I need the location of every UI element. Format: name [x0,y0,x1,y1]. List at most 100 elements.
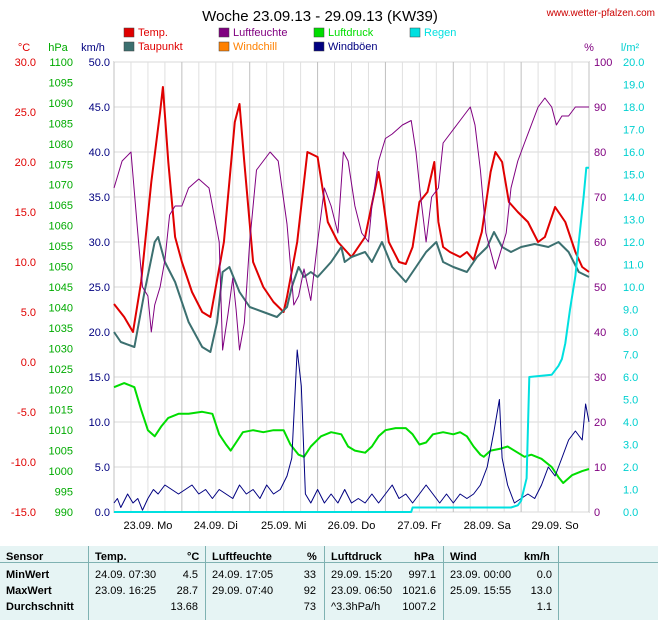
temp-axis-tick-label: -5.0 [17,407,36,419]
site-link[interactable]: www.wetter-pfalzen.com [546,8,655,19]
wind-axis-tick-label: 35.0 [89,192,110,204]
legend-swatch [218,41,230,52]
legend-label: Windchill [233,41,277,53]
legend-swatch [409,27,421,38]
rain-axis-tick-label: 9.0 [623,305,638,317]
humidity-axis-tick-label: 70 [594,192,606,204]
rain-axis-tick-label: 15.0 [623,170,644,182]
pressure-axis-tick-label: 1065 [49,200,73,212]
pressure-axis-tick-label: 1090 [49,98,73,110]
stats-wind-value: 1.1 [536,601,552,613]
temp-axis-tick-label: 0.0 [21,357,36,369]
pressure-axis-tick-label: 1095 [49,77,73,89]
pressure-axis-tick-label: 1060 [49,221,73,233]
chart-legend: Temp. Taupunkt Luftfeuchte Windchill Luftdru… [123,27,456,53]
chart-grid [113,61,590,513]
humidity-axis-tick-label: 40 [594,327,606,339]
temp-axis-tick-label: 25.0 [15,107,36,119]
humidity-axis-tick-label: 50 [594,282,606,294]
pressure-axis-tick-label: 1085 [49,118,73,130]
pressure-axis-tick-label: 1015 [49,405,73,417]
rain-axis-tick-label: 11.0 [623,260,644,272]
x-tick-label: 24.09. Di [194,520,238,532]
legend-swatch [218,27,230,38]
temp-axis-tick-label: 5.0 [21,307,36,319]
pressure-axis-tick-label: 1005 [49,446,73,458]
series-luftfeuchte [113,97,589,351]
humidity-axis-tick-label: 60 [594,237,606,249]
wind-axis-tick-label: 50.0 [89,57,110,69]
pressure-axis-tick-label: 990 [55,507,73,519]
x-tick-label: 25.09. Mi [261,520,306,532]
stats-header-wind: Wind [450,551,477,563]
wind-axis-tick-label: 20.0 [89,327,110,339]
stats-row-label: MinWert [6,569,50,581]
stats-header-humidity-unit: % [307,551,317,563]
stats-header-temp-unit: °C [187,551,200,563]
stats-press-value: 1007.2 [402,601,436,613]
stats-row-max: MaxWert 23.09. 16:25 28.7 29.09. 07:40 9… [0,584,658,600]
stats-header-row: Sensor Temp. °C Luftfeuchte % Luftdruck … [0,550,658,566]
pressure-axis-tick-label: 1030 [49,343,73,355]
legend-label: Luftdruck [328,27,374,39]
stats-header-temp: Temp. [95,551,127,563]
stats-hum-value: 92 [303,585,316,597]
stats-header-sensor: Sensor [6,551,44,563]
pressure-axis-tick-label: 1010 [49,425,73,437]
rain-axis-tick-label: 18.0 [623,102,644,114]
stats-press-time: ^3.3hPa/h [331,601,381,613]
pressure-axis-tick-label: 1025 [49,364,73,376]
wind-axis-tick-label: 0.0 [95,507,110,519]
wind-axis-tick-label: 30.0 [89,237,110,249]
series-taupunkt [113,231,590,353]
legend-label: Regen [424,27,456,39]
stats-hum-time: 24.09. 17:05 [212,569,274,581]
stats-hum-time: 29.09. 07:40 [212,585,274,597]
rain-axis-tick-label: 5.0 [623,395,638,407]
rain-axis-tick-label: 10.0 [623,282,644,294]
chart-title: Woche 23.09.13 - 29.09.13 (KW39) [202,8,438,25]
stats-temp-value: 4.5 [182,569,198,581]
stats-row-label: Durchschnitt [6,601,74,613]
x-tick-label: 27.09. Fr [397,520,441,532]
rain-axis-tick-label: 0.0 [623,507,638,519]
rain-axis-tick-label: 14.0 [623,192,644,204]
rain-axis-tick-label: 16.0 [623,147,644,159]
wind-axis-tick-label: 5.0 [95,462,110,474]
legend-swatch [313,27,325,38]
humidity-axis-tick-label: 30 [594,372,606,384]
rain-axis-unit: l/m² [621,42,640,54]
x-tick-label: 26.09. Do [328,520,376,532]
chart-axes: 30.0 25.0 20.0 15.0 10.0 5.0 0.0 -5.0 -10.0 -15.0… [11,42,645,532]
humidity-axis-unit: % [584,42,594,54]
wind-axis-tick-label: 45.0 [89,102,110,114]
series-windb-en [113,349,590,511]
stats-hum-value: 73 [303,601,316,613]
legend-label: Windböen [328,41,378,53]
legend-swatch [313,41,325,52]
stats-header-humidity: Luftfeuchte [212,551,272,563]
pressure-axis-unit: hPa [48,42,68,54]
chart-series [113,86,590,513]
rain-axis-tick-label: 13.0 [623,215,644,227]
rain-axis-tick-label: 8.0 [623,327,638,339]
pressure-axis-tick-label: 1045 [49,282,73,294]
stats-row-label: MaxWert [6,585,52,597]
rain-axis-tick-label: 6.0 [623,372,638,384]
wind-axis-tick-label: 40.0 [89,147,110,159]
temp-axis-tick-label: 30.0 [15,57,36,69]
temp-axis-unit: °C [18,42,30,54]
x-tick-label: 23.09. Mo [123,520,172,532]
stats-wind-value: 13.0 [530,585,552,597]
x-tick-label: 28.09. Sa [464,520,512,532]
legend-label: Temp. [138,27,168,39]
humidity-axis-tick-label: 80 [594,147,606,159]
pressure-axis-tick-label: 1055 [49,241,73,253]
temp-axis-tick-label: -10.0 [11,457,36,469]
wind-axis-unit: km/h [81,42,105,54]
humidity-axis-tick-label: 10 [594,462,606,474]
stats-header-wind-unit: km/h [524,551,550,563]
stats-press-value: 1021.6 [402,585,436,597]
rain-axis-tick-label: 1.0 [623,485,638,497]
temp-axis-tick-label: 10.0 [15,257,36,269]
